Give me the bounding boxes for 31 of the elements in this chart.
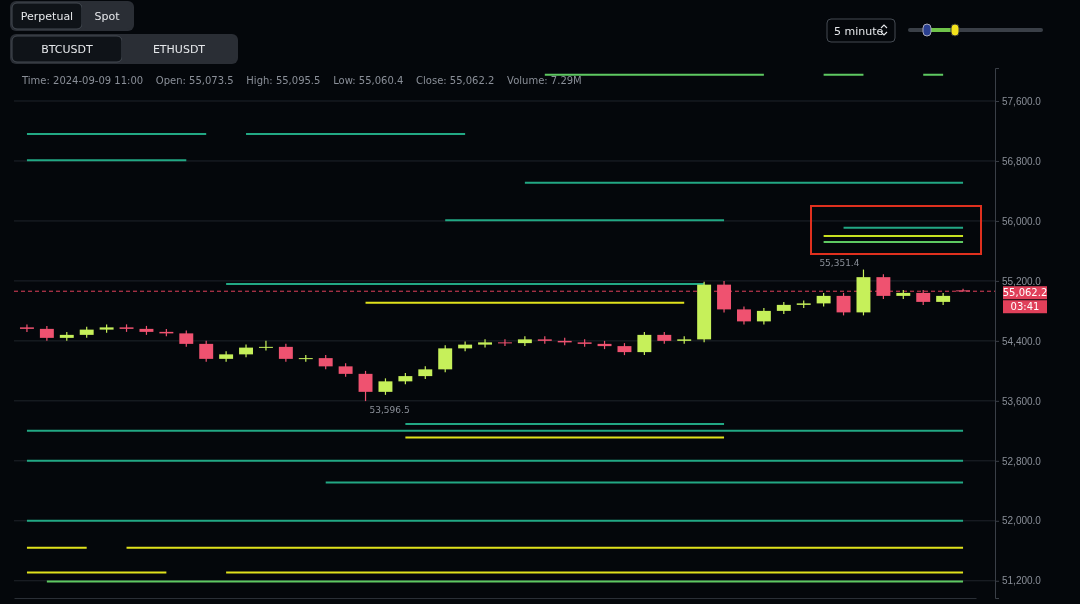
text: BTCUSDT — [41, 43, 94, 56]
candlestick — [199, 340, 214, 363]
annotation: Time: 2024-09-09 11:00 Open: 55,073.5 High: 55,095.5 Low: 55,060.4 Close: 55,062.2 Volume: 7.29M — [21, 75, 582, 86]
text: Spot — [94, 10, 121, 23]
ref-line-label: 55,062.2 — [1002, 287, 1048, 299]
candlestick — [358, 370, 373, 402]
candlestick — [497, 338, 512, 347]
text: 03:41 — [1010, 301, 1040, 313]
text: Perpetual — [20, 10, 74, 23]
candlestick — [836, 292, 851, 316]
candlestick — [19, 323, 34, 333]
y-tick-label: 54,400.0 — [1002, 335, 1042, 347]
candlestick — [517, 335, 532, 347]
candlestick — [219, 350, 234, 363]
annotation: 55,351.4 — [819, 257, 860, 268]
y-tick-label: 53,600.0 — [1002, 395, 1042, 407]
candlestick — [637, 331, 652, 356]
candlestick — [258, 340, 273, 352]
y-tick-label: 56,000.0 — [1002, 215, 1042, 227]
y-tick-label: 52,000.0 — [1002, 515, 1042, 527]
candlestick — [876, 273, 891, 300]
y-tick-label: 52,800.0 — [1002, 455, 1042, 467]
text: ETHUSDT — [152, 43, 206, 56]
y-tick-label: 57,600.0 — [1002, 95, 1042, 107]
text: 5 minute — [834, 25, 884, 38]
y-tick-label: 51,200.0 — [1002, 575, 1042, 587]
annotation: 53,596.5 — [369, 405, 410, 416]
y-tick-label: 56,800.0 — [1002, 155, 1042, 167]
y-tick-label: 55,200.0 — [1002, 275, 1042, 287]
candlestick — [438, 344, 453, 373]
candlestick — [478, 338, 493, 349]
